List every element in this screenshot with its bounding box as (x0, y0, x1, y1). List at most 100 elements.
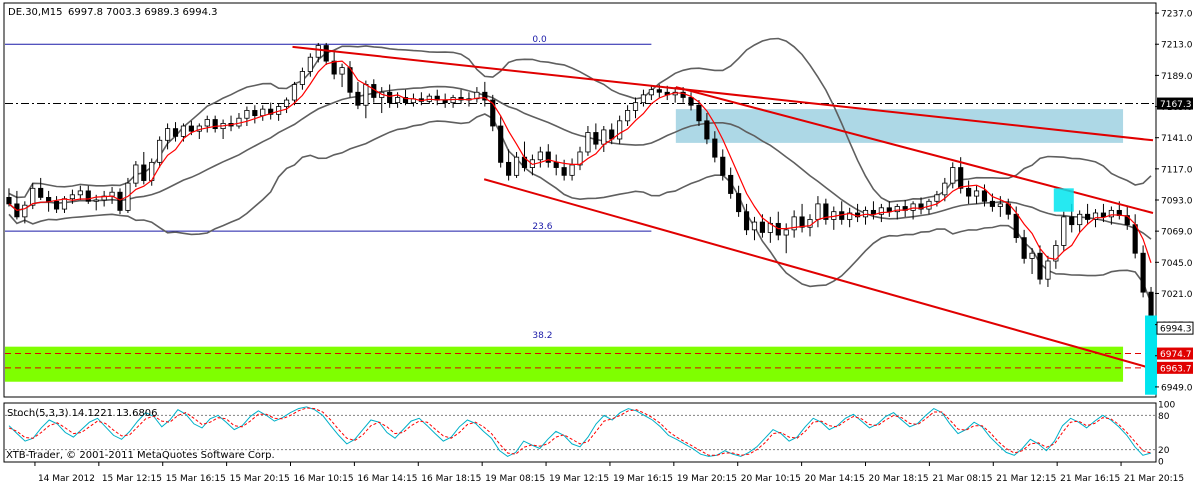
candle-body (482, 91, 488, 101)
candle-body (212, 119, 218, 130)
price-tick-label: 7237.0 (1161, 10, 1193, 20)
stoch-tick-label: 0 (1158, 458, 1164, 468)
candle-body (759, 221, 765, 233)
candle-body (490, 99, 496, 127)
stoch-main-line (8, 406, 1152, 457)
time-tick-label: 14 Mar 2012 (38, 474, 95, 484)
time-tick-label: 21 Mar 16:15 (1060, 474, 1120, 484)
candle-body (244, 110, 250, 119)
time-tick-label: 16 Mar 10:15 (294, 474, 354, 484)
candle-body (387, 91, 393, 104)
candle-body (648, 89, 654, 96)
stoch-layer (5, 406, 1155, 457)
candle-body (783, 229, 789, 236)
candle-body (307, 56, 313, 72)
trendline (292, 45, 1154, 142)
resistance-zone (675, 109, 1124, 143)
current-price-label: 6994.3 (1160, 325, 1192, 335)
candle-body (1045, 260, 1051, 280)
candle-body (736, 193, 742, 213)
candle-body (973, 190, 980, 197)
candle-body (712, 138, 718, 158)
stoch-plot-frame (3, 402, 1157, 463)
time-tick-label: 15 Mar 12:15 (102, 474, 162, 484)
main-layer: 0.0 23.6 38.2 (5, 35, 1158, 395)
candle-body (61, 198, 68, 210)
candle-body (363, 84, 369, 106)
ohlc-readout: 6997.8 7003.3 6989.3 6994.3 (68, 7, 218, 18)
price-tick-label: 7213.0 (1161, 41, 1193, 51)
stoch-tick-label: 100 (1158, 401, 1175, 411)
candle-body (513, 156, 520, 176)
candle-body (632, 102, 639, 111)
candle-body (506, 161, 512, 176)
candle-body (93, 199, 99, 202)
support-zone (5, 346, 1124, 382)
candle-body (260, 108, 266, 117)
candle-body (704, 120, 710, 140)
stoch-tick-label: 20 (1158, 446, 1170, 456)
candle-body (299, 71, 305, 85)
last-price-highlight (1145, 315, 1158, 395)
candle-body (862, 209, 869, 218)
candle-body (743, 211, 750, 231)
time-tick-label: 19 Mar 08:15 (485, 474, 545, 484)
candle-body (141, 164, 147, 181)
price-tick-label: 7141.0 (1161, 134, 1193, 144)
candle-body (751, 221, 758, 231)
candle-body (315, 45, 321, 58)
price-tag-box (1157, 97, 1193, 110)
time-tick-label: 15 Mar 16:15 (166, 474, 226, 484)
candle-body (966, 187, 972, 197)
candle-body (498, 125, 504, 163)
current-price-box (1156, 321, 1194, 335)
candle-body (165, 128, 171, 141)
price-tick-label: 6949.0 (1161, 383, 1193, 393)
time-tick-label: 16 Mar 18:15 (421, 474, 481, 484)
time-tick-label: 21 Mar 08:15 (932, 474, 992, 484)
candle-body (85, 190, 91, 202)
candle-body (775, 222, 781, 236)
fib-label: 0.0 (532, 35, 547, 45)
price-tick-label: 7093.0 (1161, 197, 1193, 207)
candle-body (569, 164, 575, 176)
price-tick-label: 7021.0 (1161, 290, 1193, 300)
candle-body (640, 94, 647, 104)
candle-body (997, 203, 1003, 207)
time-tick-label: 21 Mar 20:15 (1124, 474, 1184, 484)
candle-body (331, 60, 337, 75)
candle-body (30, 187, 36, 206)
stoch-indicator-label: Stoch(5,3,3) 14.1221 13.6806 (7, 408, 158, 419)
time-tick-label: 21 Mar 12:15 (996, 474, 1056, 484)
candle-body (981, 190, 988, 202)
candle-body (910, 203, 916, 211)
candle-body (950, 167, 956, 184)
candle-body (958, 167, 964, 189)
candle-body (323, 45, 329, 62)
time-tick-label: 20 Mar 10:15 (741, 474, 801, 484)
time-tick-label: 20 Mar 14:15 (805, 474, 865, 484)
candle-body (799, 216, 805, 228)
candle-body (442, 99, 448, 104)
price-tag-label: 7167.3 (1160, 100, 1192, 110)
time-tick-label: 19 Mar 12:15 (549, 474, 609, 484)
candle-body (38, 187, 44, 198)
candle-body (252, 110, 258, 117)
candle-body (1061, 216, 1067, 246)
candle-body (1021, 237, 1027, 259)
price-tick-label: 7045.0 (1161, 259, 1193, 269)
candle-body (283, 99, 290, 107)
candle-body (886, 207, 892, 213)
time-tick-label: 20 Mar 18:15 (869, 474, 929, 484)
bollinger-lower-band (8, 113, 1152, 303)
candle-body (133, 164, 139, 184)
candle-body (1140, 252, 1146, 293)
candle-body (918, 203, 924, 210)
candle-body (823, 203, 829, 220)
candle-body (339, 67, 345, 75)
pattern-highlight (1053, 188, 1074, 212)
candle-body (1085, 213, 1091, 220)
price-tag-label: 6963.7 (1160, 364, 1192, 374)
